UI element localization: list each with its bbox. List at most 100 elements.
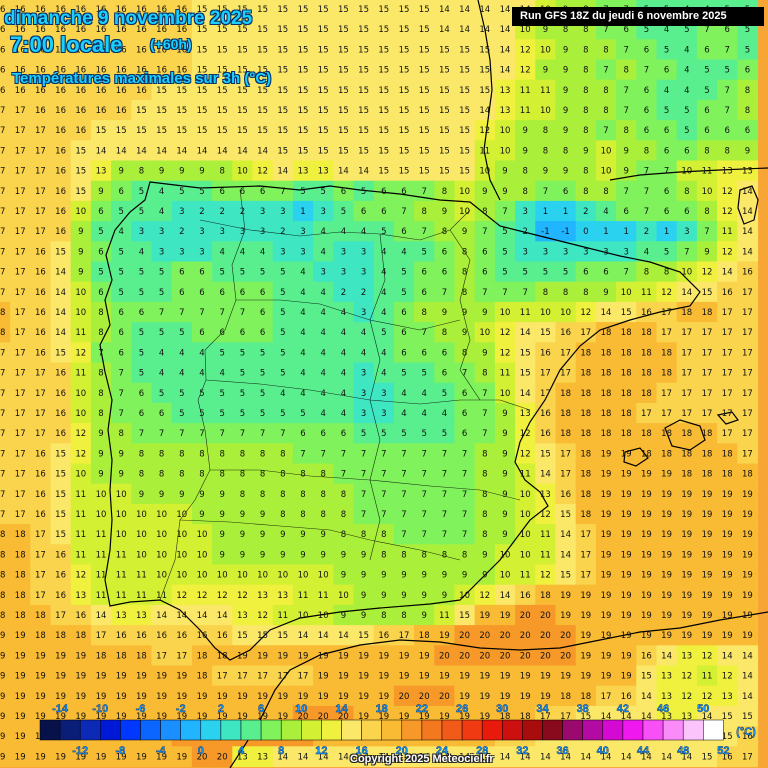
grid-value: 20 <box>479 631 490 641</box>
field-cell <box>717 99 738 121</box>
field-cell <box>393 120 415 141</box>
grid-value: 16 <box>621 692 632 702</box>
field-cell <box>171 19 193 40</box>
field-cell <box>373 0 395 20</box>
field-cell <box>232 564 254 586</box>
grid-value: 14 <box>55 268 66 278</box>
grid-value: 6 <box>381 207 386 217</box>
field-cell <box>212 503 233 525</box>
field-cell <box>131 0 153 20</box>
grid-value: 15 <box>399 167 410 177</box>
grid-value: 15 <box>399 25 410 35</box>
grid-value: 14 <box>257 146 268 156</box>
grid-value: 7 <box>280 429 285 439</box>
field-cell <box>50 99 72 121</box>
grid-value: 19 <box>35 692 46 702</box>
field-cell <box>171 483 193 505</box>
grid-value: 19 <box>116 672 127 682</box>
grid-value: 18 <box>681 429 692 439</box>
field-cell <box>151 483 173 505</box>
field-cell <box>737 59 759 81</box>
field-cell <box>313 140 334 162</box>
grid-value: 18 <box>621 389 632 399</box>
field-cell <box>373 544 395 566</box>
field-cell <box>535 685 557 707</box>
grid-value: 6 <box>401 227 406 237</box>
grid-value: 7 <box>421 530 426 540</box>
field-cell <box>717 120 738 141</box>
grid-value: 7 <box>421 449 426 459</box>
field-cell <box>696 99 718 121</box>
field-cell <box>70 79 92 101</box>
field-cell <box>272 79 294 101</box>
field-cell <box>272 322 294 343</box>
grid-value: 15 <box>55 449 66 459</box>
grid-value: 9 <box>118 449 123 459</box>
field-cell <box>737 584 759 606</box>
field-cell <box>414 544 435 566</box>
field-cell <box>191 685 213 707</box>
grid-value: 12 <box>237 591 248 601</box>
grid-value: 6 <box>260 328 265 338</box>
field-cell <box>676 564 698 586</box>
grid-value: 19 <box>0 672 5 682</box>
field-cell <box>737 221 759 242</box>
grid-value: 15 <box>156 126 167 136</box>
grid-value: 18 <box>0 308 5 318</box>
legend-tick-label: 8 <box>278 745 284 757</box>
field-cell <box>292 281 314 303</box>
field-cell <box>111 140 132 162</box>
grid-value: 18 <box>661 449 672 459</box>
field-cell <box>454 423 476 444</box>
grid-value: 4 <box>381 247 386 257</box>
field-cell <box>494 99 516 121</box>
grid-value: 9 <box>219 530 224 540</box>
field-cell <box>232 140 254 162</box>
field-cell <box>111 746 132 768</box>
grid-value: 6 <box>118 308 123 318</box>
grid-value: 10 <box>156 530 167 540</box>
field-cell <box>636 140 658 162</box>
field-cell <box>373 402 395 424</box>
field-cell <box>171 564 193 586</box>
grid-value: 14 <box>641 752 652 762</box>
grid-value: 6 <box>724 126 729 136</box>
field-cell <box>717 463 738 485</box>
field-cell <box>272 423 294 444</box>
field-cell <box>535 746 557 768</box>
grid-value: 8 <box>583 106 588 116</box>
corsica-outline <box>737 185 759 225</box>
grid-value: 16 <box>136 5 147 15</box>
grid-value: 15 <box>318 5 329 15</box>
grid-value: 19 <box>15 732 26 742</box>
field-cell <box>313 281 334 303</box>
field-cell <box>616 483 637 505</box>
field-cell <box>191 241 213 263</box>
field-cell <box>454 362 476 384</box>
grid-value: 8 <box>320 470 325 480</box>
grid-value: 8 <box>260 490 265 500</box>
field-cell <box>474 120 496 141</box>
grid-value: 17 <box>0 167 5 177</box>
field-cell <box>474 79 496 101</box>
grid-value: 17 <box>681 389 692 399</box>
grid-value: 12 <box>75 429 86 439</box>
grid-value: 4 <box>300 268 305 278</box>
field-cell <box>636 322 658 343</box>
field-cell <box>616 322 637 343</box>
grid-value: 8 <box>320 510 325 520</box>
field-cell <box>636 281 658 303</box>
field-cell <box>191 59 213 81</box>
grid-value: 17 <box>15 268 26 278</box>
field-cell <box>313 483 334 505</box>
grid-value: 15 <box>156 106 167 116</box>
grid-value: 4 <box>401 247 406 257</box>
grid-value: 19 <box>742 550 753 560</box>
grid-value: 18 <box>681 449 692 459</box>
legend-swatch <box>703 719 724 741</box>
grid-value: 7 <box>724 106 729 116</box>
grid-value: 7 <box>482 288 487 298</box>
grid-value: 15 <box>459 167 470 177</box>
field-cell <box>474 200 496 222</box>
